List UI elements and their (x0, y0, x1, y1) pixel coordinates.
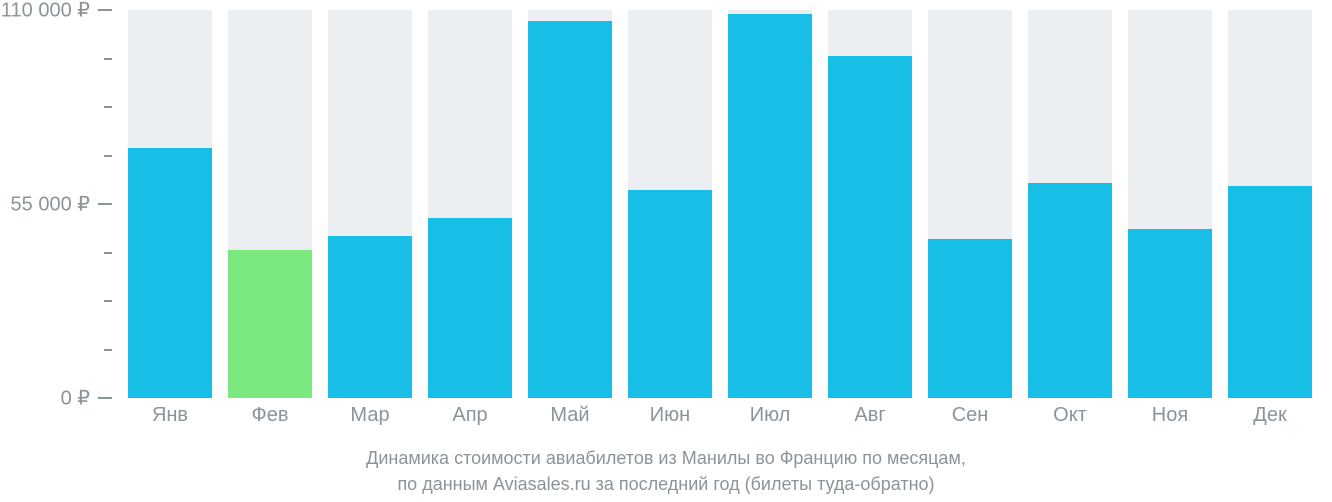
x-tick-label: Июн (650, 404, 690, 427)
y-minor-tick (104, 252, 112, 254)
bar[interactable] (628, 190, 712, 398)
x-tick-label: Ноя (1152, 404, 1188, 427)
y-tick-mark (98, 397, 112, 399)
x-tick-label: Апр (452, 404, 487, 427)
y-tick-mark (98, 203, 112, 205)
bar[interactable] (428, 218, 512, 398)
chart-caption-line-2: по данным Aviasales.ru за последний год … (0, 472, 1332, 497)
plot-area (120, 10, 1320, 398)
x-tick-label: Авг (854, 404, 885, 427)
x-tick-label: Сен (952, 404, 989, 427)
bar-slot (1228, 10, 1312, 398)
y-axis: 0 ₽55 000 ₽110 000 ₽ (0, 10, 120, 398)
bar[interactable] (1028, 183, 1112, 398)
x-tick-label: Дек (1253, 404, 1286, 427)
bar-slot (728, 10, 812, 398)
x-tick-label: Окт (1053, 404, 1087, 427)
x-tick-label: Мар (350, 404, 389, 427)
bar[interactable] (228, 250, 312, 398)
y-minor-tick (104, 58, 112, 60)
x-tick-label: Май (550, 404, 589, 427)
x-tick-label: Янв (152, 404, 188, 427)
y-tick-mark (98, 9, 112, 11)
chart-caption-line-1: Динамика стоимости авиабилетов из Манилы… (0, 446, 1332, 471)
bar[interactable] (1228, 186, 1312, 398)
bar-slot (1128, 10, 1212, 398)
bar-slot (828, 10, 912, 398)
bar-slot (428, 10, 512, 398)
bar[interactable] (828, 56, 912, 398)
bar-slot (1028, 10, 1112, 398)
y-tick-label: 55 000 ₽ (11, 192, 90, 217)
x-tick-label: Июл (750, 404, 791, 427)
bar[interactable] (928, 239, 1012, 398)
bar[interactable] (328, 236, 412, 398)
bar[interactable] (128, 148, 212, 398)
y-minor-tick (104, 106, 112, 108)
y-minor-tick (104, 300, 112, 302)
bars-container (120, 10, 1320, 398)
x-axis-labels: Янв Фев Мар Апр Май Июн Июл Авг Сен Окт Ноя Дек (120, 404, 1320, 434)
x-tick-label: Фев (252, 404, 289, 427)
y-minor-tick (104, 155, 112, 157)
bar-slot (228, 10, 312, 398)
y-minor-tick (104, 349, 112, 351)
bar-slot (628, 10, 712, 398)
bar-slot (928, 10, 1012, 398)
y-tick-label: 0 ₽ (61, 386, 90, 411)
y-tick-label: 110 000 ₽ (1, 0, 90, 23)
bar-slot (528, 10, 612, 398)
bar[interactable] (1128, 229, 1212, 398)
bar[interactable] (728, 14, 812, 398)
bar-slot (328, 10, 412, 398)
bar[interactable] (528, 21, 612, 398)
bar-slot (128, 10, 212, 398)
price-by-month-chart: 0 ₽55 000 ₽110 000 ₽ ЯнвФевМарАпрМайИюнИ… (0, 0, 1332, 502)
